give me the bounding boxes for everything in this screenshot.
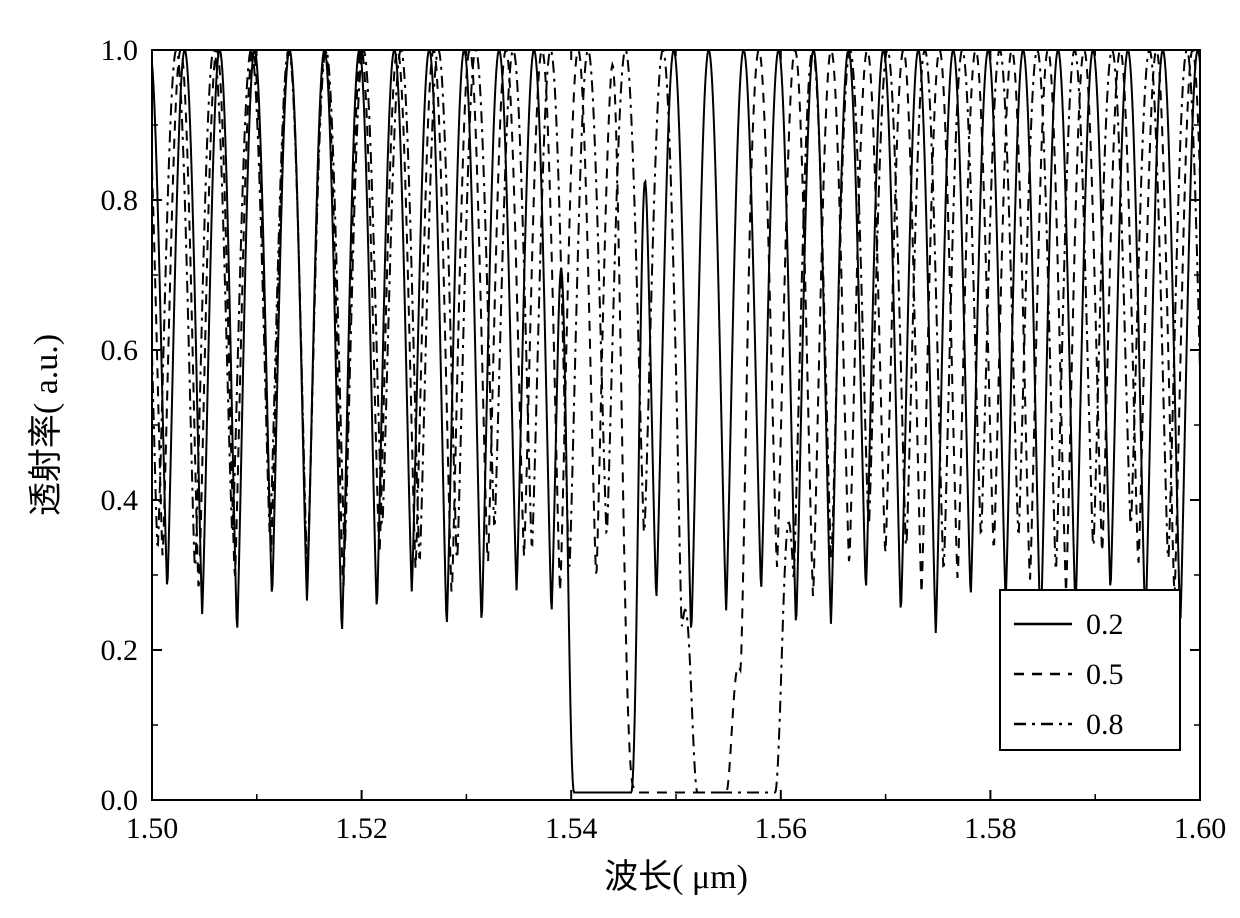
- svg-text:波长( μm): 波长( μm): [604, 858, 748, 896]
- svg-text:1.0: 1.0: [101, 34, 139, 67]
- svg-text:0.8: 0.8: [101, 184, 139, 217]
- legend-label-0.8: 0.8: [1086, 708, 1124, 741]
- legend-label-0.2: 0.2: [1086, 608, 1124, 641]
- chart-container: 1.501.521.541.561.581.600.00.20.40.60.81…: [0, 0, 1240, 918]
- svg-text:1.60: 1.60: [1174, 812, 1227, 845]
- svg-text:1.56: 1.56: [755, 812, 808, 845]
- svg-text:1.58: 1.58: [964, 812, 1017, 845]
- svg-text:0.0: 0.0: [101, 784, 139, 817]
- legend-label-0.5: 0.5: [1086, 658, 1124, 691]
- svg-text:0.6: 0.6: [101, 334, 139, 367]
- transmittance-chart: 1.501.521.541.561.581.600.00.20.40.60.81…: [0, 0, 1240, 918]
- svg-text:1.52: 1.52: [335, 812, 388, 845]
- svg-text:透射率( a.u.): 透射率( a.u.): [27, 334, 65, 516]
- svg-text:0.2: 0.2: [101, 634, 139, 667]
- svg-text:0.4: 0.4: [101, 484, 139, 517]
- svg-text:1.54: 1.54: [545, 812, 598, 845]
